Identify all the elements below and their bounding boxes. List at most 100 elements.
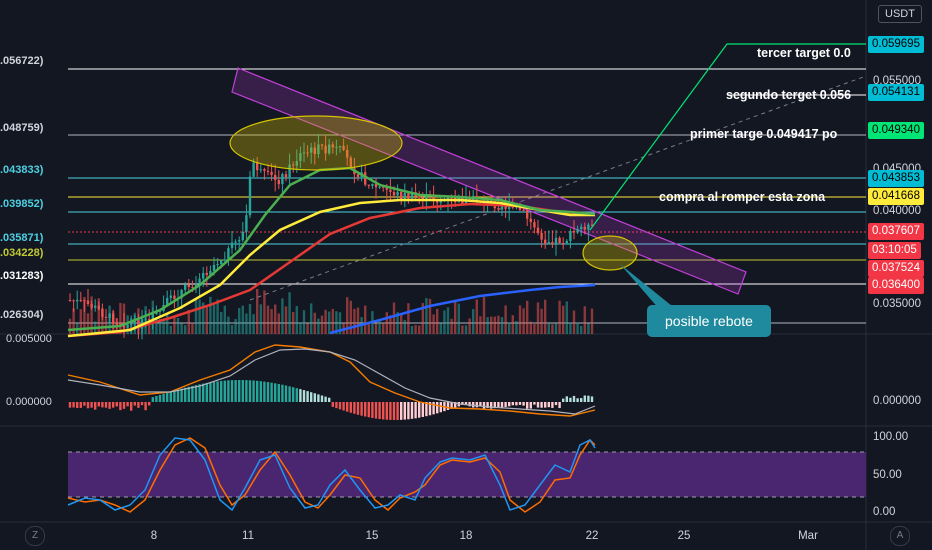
volume-bar: [155, 317, 158, 334]
volume-bar: [468, 318, 471, 334]
volume-bar: [439, 323, 442, 334]
volume-bar: [331, 308, 334, 334]
candle-body: [432, 196, 435, 202]
candle-body: [104, 316, 108, 318]
candle-body: [292, 164, 295, 166]
candle-body: [241, 231, 244, 241]
callout-pointer: [620, 264, 672, 310]
descending-channel[interactable]: [231, 67, 747, 295]
macd-histogram-bar: [551, 402, 554, 408]
volume-bar: [335, 311, 338, 334]
volume-bar: [313, 312, 316, 334]
macd-histogram-bar: [166, 392, 169, 402]
possible-rebound-callout[interactable]: posible rebote: [647, 305, 771, 337]
volume-bar: [281, 298, 284, 334]
annotation-segundo-target[interactable]: segundo terget 0.056: [726, 88, 852, 102]
price-tag-037524: 0.037524: [868, 260, 924, 277]
volume-bar: [490, 316, 493, 334]
macd-histogram-bar: [439, 402, 442, 413]
volume-bar: [148, 324, 151, 334]
volume-bar: [288, 292, 291, 334]
target-path-line[interactable]: [589, 43, 866, 231]
macd-signal-line: [67, 348, 596, 415]
macd-histogram-bar: [558, 402, 561, 409]
macd-histogram-bar: [500, 402, 504, 409]
candle-body: [436, 201, 439, 203]
candle-body: [68, 300, 72, 301]
macd-histogram-bar: [317, 394, 320, 402]
macd-histogram-bar: [410, 402, 414, 419]
candle-body: [364, 172, 367, 185]
volume-bar: [518, 305, 522, 334]
candle-body: [580, 226, 583, 230]
volume-bar: [515, 320, 518, 334]
macd-histogram-bar: [418, 402, 421, 418]
volume-bar: [457, 303, 460, 334]
macd-histogram-bar: [202, 383, 205, 402]
volume-bar: [205, 306, 208, 334]
candle-body: [407, 192, 410, 199]
macd-left-label-zero: 0.000000: [6, 396, 52, 408]
candle-body: [191, 286, 194, 288]
volume-bar: [500, 317, 504, 334]
macd-histogram-bar: [497, 402, 500, 408]
volume-bar: [349, 300, 352, 334]
volume-bar: [162, 321, 165, 334]
macd-histogram-bar: [468, 402, 471, 407]
candle-body: [572, 230, 576, 233]
volume-bar: [590, 308, 594, 334]
volume-bar: [274, 304, 277, 334]
candle-body: [180, 289, 183, 299]
rebound-zone-ellipse[interactable]: [582, 235, 638, 271]
macd-histogram-bar: [540, 402, 543, 408]
macd-histogram-bar: [122, 402, 126, 409]
volume-bar: [248, 303, 252, 334]
volume-bar: [277, 313, 280, 334]
annotation-compra-zona[interactable]: compra al romper esta zona: [659, 190, 826, 204]
currency-selector[interactable]: USDT: [878, 5, 922, 23]
volume-bar: [526, 300, 529, 334]
candle-body: [133, 319, 136, 324]
macd-histogram-bar: [533, 402, 536, 405]
level-label-035871: .035871): [0, 232, 44, 244]
macd-histogram-bar: [407, 402, 410, 420]
timezone-button[interactable]: Z: [25, 526, 45, 546]
candle-body: [346, 149, 349, 158]
volume-bar: [187, 309, 190, 334]
volume-bar: [209, 296, 212, 334]
volume-bar: [540, 308, 543, 334]
auto-scale-button[interactable]: A: [890, 526, 910, 546]
resistance-zone-ellipse[interactable]: [229, 115, 403, 171]
candle-body: [335, 146, 338, 148]
macd-histogram-bar: [238, 380, 241, 402]
candle-body: [198, 278, 201, 284]
candle-body: [90, 303, 93, 308]
candle-body: [169, 295, 172, 299]
macd-histogram-bar: [173, 390, 176, 402]
annotation-primer-target[interactable]: primer targe 0.049417 po: [690, 127, 838, 141]
candle-body: [522, 209, 525, 211]
volume-bar: [544, 299, 547, 334]
macd-histogram-bar: [76, 402, 79, 408]
volume-bar: [385, 312, 388, 334]
macd-histogram-bar: [270, 382, 273, 402]
volume-bar: [583, 306, 586, 334]
volume-bar: [511, 315, 514, 334]
projection-dashed-line[interactable]: [249, 75, 867, 301]
volume-bar: [389, 315, 392, 334]
candle-body: [234, 241, 237, 243]
level-label-034228: .034228): [0, 247, 44, 259]
annotation-tercer-target[interactable]: tercer target 0.0: [757, 46, 851, 60]
macd-histogram-bar: [169, 391, 172, 402]
macd-histogram-bar: [263, 381, 266, 402]
candle-body: [439, 200, 442, 203]
macd-tick-zero: 0.000000: [873, 395, 921, 407]
volume-bar: [450, 318, 453, 334]
macd-histogram-bar: [184, 387, 187, 402]
macd-histogram-bar: [245, 380, 248, 402]
volume-bar: [504, 305, 507, 334]
candle-body: [230, 242, 234, 249]
candle-body: [238, 240, 241, 242]
x-tick-8: 8: [150, 530, 158, 542]
